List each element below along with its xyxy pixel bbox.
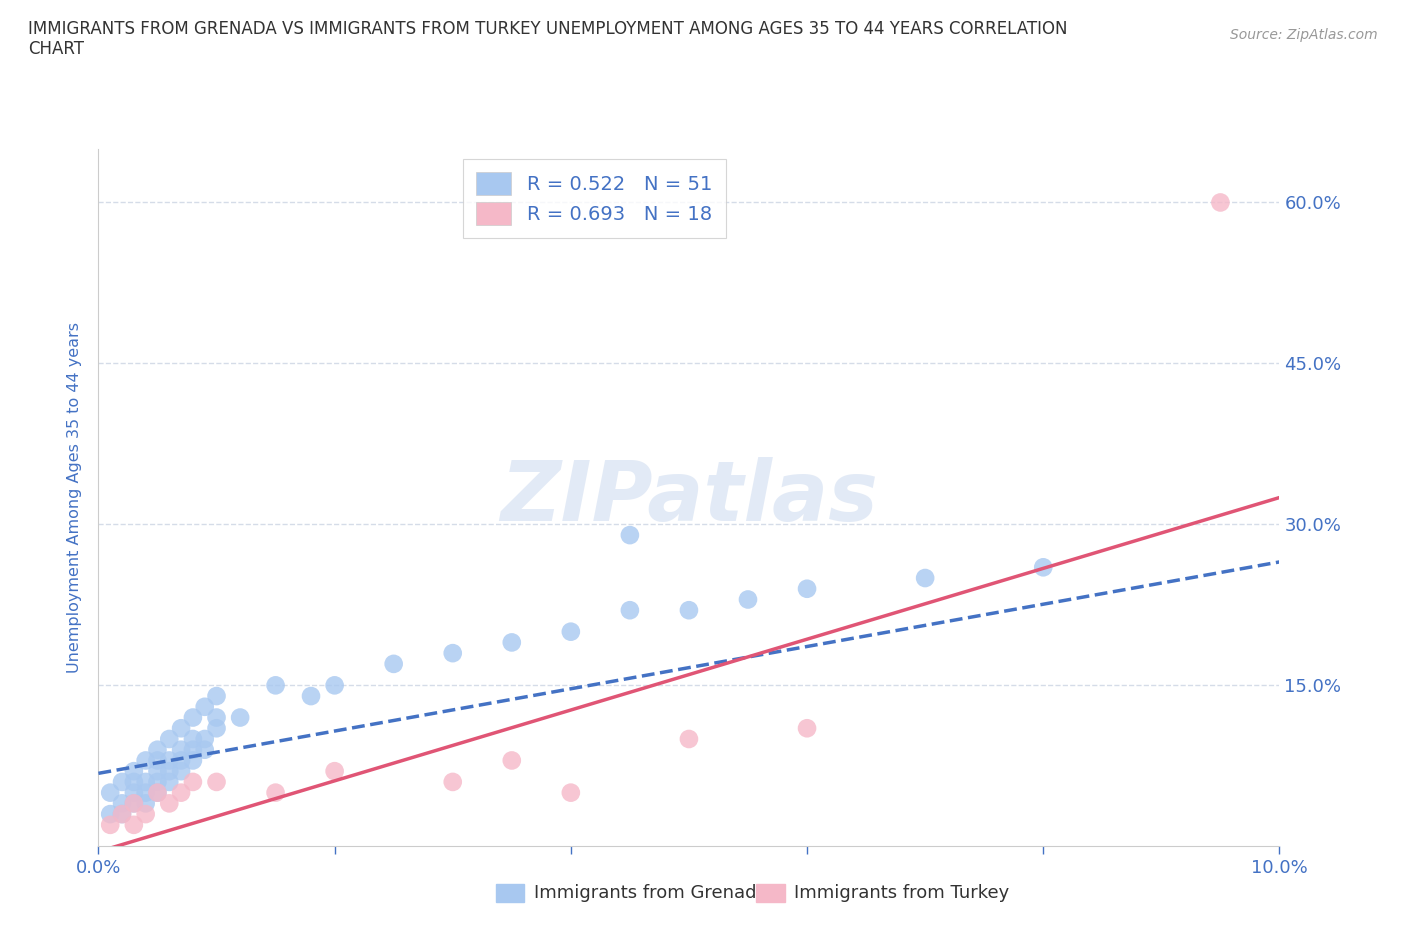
Point [170,753,193,768]
Point [181,753,204,768]
Point [796,721,818,736]
Point [146,764,169,778]
Point [157,753,180,768]
Point [560,785,582,800]
Text: ZIPatlas: ZIPatlas [501,457,877,538]
Point [441,775,464,790]
Point [181,732,204,747]
Point [122,796,145,811]
Bar [496,884,524,902]
Point [146,742,169,757]
Point [111,775,134,790]
Point [205,711,228,725]
Point [194,742,217,757]
Point [441,645,464,660]
Point [98,785,121,800]
Point [194,732,217,747]
Point [146,775,169,790]
Point [170,721,193,736]
Point [1209,195,1232,210]
Point [170,785,193,800]
Point [122,785,145,800]
Point [678,603,700,618]
Point [181,711,204,725]
Point [382,657,405,671]
Point [914,571,936,586]
Text: Immigrants from Turkey: Immigrants from Turkey [794,884,1010,902]
Point [135,806,157,821]
Point [111,806,134,821]
Point [501,753,523,768]
Point [111,796,134,811]
Point [170,764,193,778]
Point [170,742,193,757]
Point [205,721,228,736]
Point [560,624,582,639]
Point [111,806,134,821]
Point [264,678,287,693]
Point [796,581,818,596]
Text: Source: ZipAtlas.com: Source: ZipAtlas.com [1230,28,1378,42]
Point [299,688,322,703]
Point [205,688,228,703]
Point [146,785,169,800]
Point [737,592,759,607]
Point [678,732,700,747]
Point [619,527,641,542]
Point [157,764,180,778]
Point [122,796,145,811]
Point [98,817,121,832]
Point [181,775,204,790]
Bar [756,884,785,902]
Point [323,764,346,778]
Text: Immigrants from Grenada: Immigrants from Grenada [534,884,768,902]
Point [135,775,157,790]
Point [264,785,287,800]
Point [157,775,180,790]
Point [323,678,346,693]
Text: CHART: CHART [28,40,84,58]
Point [122,764,145,778]
Point [157,732,180,747]
Point [122,775,145,790]
Point [619,603,641,618]
Point [122,817,145,832]
Point [146,785,169,800]
Point [205,775,228,790]
Point [229,711,252,725]
Y-axis label: Unemployment Among Ages 35 to 44 years: Unemployment Among Ages 35 to 44 years [67,322,83,673]
Point [135,785,157,800]
Point [157,796,180,811]
Point [135,753,157,768]
Point [1032,560,1054,575]
Point [98,806,121,821]
Text: IMMIGRANTS FROM GRENADA VS IMMIGRANTS FROM TURKEY UNEMPLOYMENT AMONG AGES 35 TO : IMMIGRANTS FROM GRENADA VS IMMIGRANTS FR… [28,20,1067,38]
Point [501,635,523,650]
Point [194,699,217,714]
Legend: R = 0.522   N = 51, R = 0.693   N = 18: R = 0.522 N = 51, R = 0.693 N = 18 [463,158,725,238]
Point [146,753,169,768]
Point [181,742,204,757]
Point [135,796,157,811]
